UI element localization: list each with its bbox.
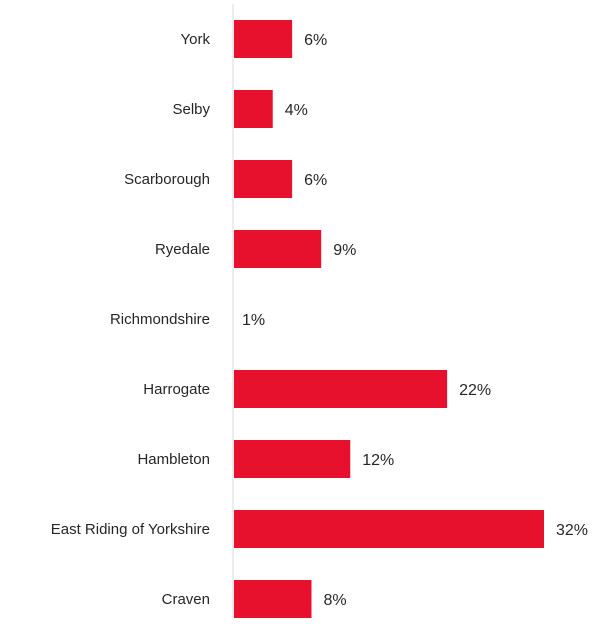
bar-selby [234, 90, 273, 128]
value-label: 4% [285, 102, 308, 119]
category-label: Harrogate [143, 381, 210, 398]
bar-harrogate [234, 370, 448, 408]
category-label: Ryedale [155, 241, 210, 258]
value-label: 8% [324, 592, 347, 609]
category-label: East Riding of Yorkshire [51, 521, 210, 538]
value-label: 22% [459, 382, 491, 399]
category-label: York [181, 31, 211, 48]
bar-ryedale [234, 230, 322, 268]
bar-east-riding-of-yorkshire [234, 510, 544, 548]
bar-hambleton [234, 440, 351, 478]
value-label: 32% [556, 522, 588, 539]
bars-layer [234, 20, 544, 618]
value-label: 9% [333, 242, 356, 259]
value-label: 6% [304, 32, 327, 49]
bar-york [234, 20, 293, 58]
bar-scarborough [234, 160, 293, 198]
value-label: 12% [362, 452, 394, 469]
category-label: Craven [162, 591, 210, 608]
labels-layer: York 6% Selby 4% Scarborough 6% Ryedale 9% Richm… [51, 31, 588, 609]
category-label: Hambleton [137, 451, 210, 468]
value-label: 1% [242, 312, 265, 329]
category-label: Scarborough [124, 171, 210, 188]
category-label: Selby [172, 101, 210, 118]
value-label: 6% [304, 172, 327, 189]
bar-craven [234, 580, 312, 618]
category-label: Richmondshire [110, 311, 210, 328]
